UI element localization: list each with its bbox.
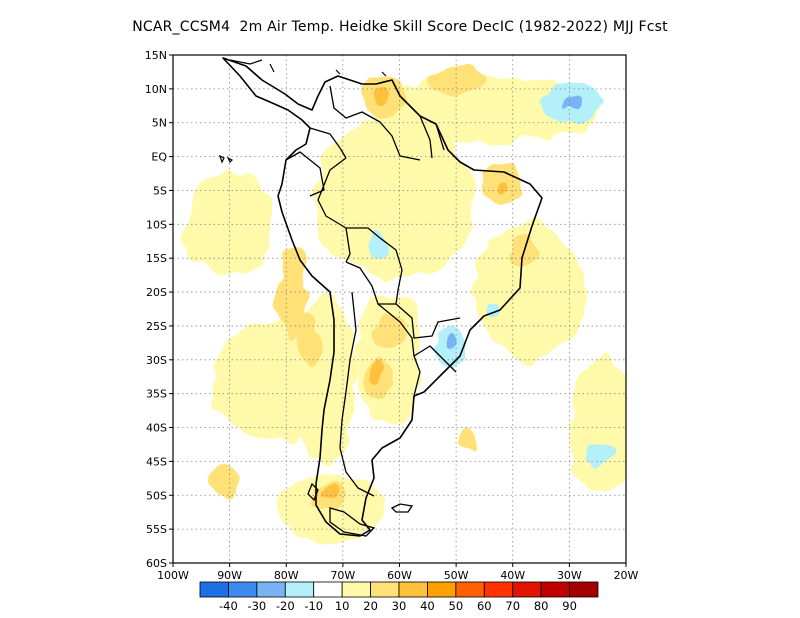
skill-region xyxy=(368,231,386,259)
x-tick-label: 30W xyxy=(557,569,582,582)
y-tick-label: 10N xyxy=(145,83,167,96)
x-tick-label: 50W xyxy=(444,569,469,582)
colorbar-swatch xyxy=(199,581,229,598)
y-tick-label: 15N xyxy=(145,49,167,62)
skill-region xyxy=(324,485,339,499)
y-tick-label: 25S xyxy=(146,320,167,333)
x-tick-label: 40W xyxy=(500,569,525,582)
x-tick-label: 20W xyxy=(614,569,639,582)
y-tick-label: 30S xyxy=(146,354,167,367)
x-tick-label: 60W xyxy=(387,569,412,582)
colorbar-label: 10 xyxy=(335,599,350,613)
skill-region xyxy=(580,441,615,469)
colorbar-swatch xyxy=(483,581,514,598)
colorbar-swatch xyxy=(284,581,315,598)
colorbar-swatch xyxy=(540,581,570,598)
y-tick-label: 45S xyxy=(146,455,167,468)
plot-area: 15N 10N 5N EQ 5S 10S 15S 20S 25S 30S 35S 40S 45S 50S 5… xyxy=(145,49,639,582)
country-borders xyxy=(285,85,461,497)
y-axis-ticks: 15N 10N 5N EQ 5S 10S 15S 20S 25S 30S 35S 40S 45S 50S 5… xyxy=(145,49,173,570)
skill-region xyxy=(374,312,403,354)
colorbar-label: 80 xyxy=(534,599,549,613)
y-tick-label: 40S xyxy=(146,422,167,435)
chart-title: NCAR_CCSM4 2m Air Temp. Heidke Skill Sco… xyxy=(132,19,668,35)
y-tick-label: 5S xyxy=(153,184,167,197)
skill-region xyxy=(562,95,577,110)
skill-region xyxy=(371,75,598,144)
colorbar-label: -20 xyxy=(276,599,295,613)
colorbar-label: -30 xyxy=(247,599,266,613)
y-tick-label: 10S xyxy=(146,218,167,231)
skill-region xyxy=(206,468,241,496)
colorbar-swatch xyxy=(370,581,400,598)
skill-region xyxy=(370,365,384,382)
y-tick-label: 15S xyxy=(146,252,167,265)
colorbar-label: 90 xyxy=(562,599,577,613)
colorbar-label: 30 xyxy=(392,599,407,613)
colorbar-swatch xyxy=(256,581,286,598)
tierra-del-fuego xyxy=(307,482,376,537)
caribbean-coast xyxy=(229,59,387,77)
south-america-coastline xyxy=(222,57,543,537)
y-tick-label: 55S xyxy=(146,523,167,536)
colorbar-swatch xyxy=(427,581,457,598)
skill-region xyxy=(456,430,479,452)
colorbar-label: -10 xyxy=(304,599,323,613)
x-axis-ticks: 100W 90W 80W 70W 60W 50W 40W 30W 20W xyxy=(157,563,639,582)
skill-region xyxy=(569,359,626,496)
colorbar-swatch xyxy=(313,581,343,598)
skill-region xyxy=(443,332,458,347)
colorbar-label: 20 xyxy=(363,599,378,613)
y-tick-label: 60S xyxy=(146,557,167,570)
y-tick-label: 50S xyxy=(146,489,167,502)
x-tick-label: 90W xyxy=(217,569,242,582)
skill-region xyxy=(297,312,321,367)
colorbar-label: 40 xyxy=(420,599,435,613)
y-tick-label: 20S xyxy=(146,286,167,299)
x-tick-label: 70W xyxy=(330,569,355,582)
colorbar-swatch xyxy=(398,581,428,598)
y-tick-label: 35S xyxy=(146,388,167,401)
x-tick-label: 100W xyxy=(157,569,189,582)
grid-lines xyxy=(173,55,626,563)
colorbar-swatch xyxy=(569,581,599,598)
coastlines xyxy=(218,57,543,537)
y-tick-label: 5N xyxy=(152,117,167,130)
colorbar-swatch xyxy=(512,581,542,598)
colorbar: -40 -30 -20 -10 10 20 30 40 50 60 70 80 90 xyxy=(199,581,599,613)
colorbar-swatch xyxy=(341,581,371,598)
colorbar-label: 70 xyxy=(505,599,520,613)
colorbar-swatch xyxy=(455,581,485,598)
colorbar-label: -40 xyxy=(219,599,238,613)
x-tick-label: 80W xyxy=(274,569,299,582)
colorbar-label: 60 xyxy=(477,599,492,613)
skill-region xyxy=(494,176,509,191)
skill-region xyxy=(374,87,392,104)
skill-region xyxy=(184,170,275,279)
galapagos-islands xyxy=(218,154,234,164)
y-tick-label: EQ xyxy=(151,151,167,164)
colorbar-swatch xyxy=(228,581,258,598)
skill-region xyxy=(277,244,307,340)
falkland-islands xyxy=(390,503,414,513)
colorbar-label: 50 xyxy=(449,599,464,613)
